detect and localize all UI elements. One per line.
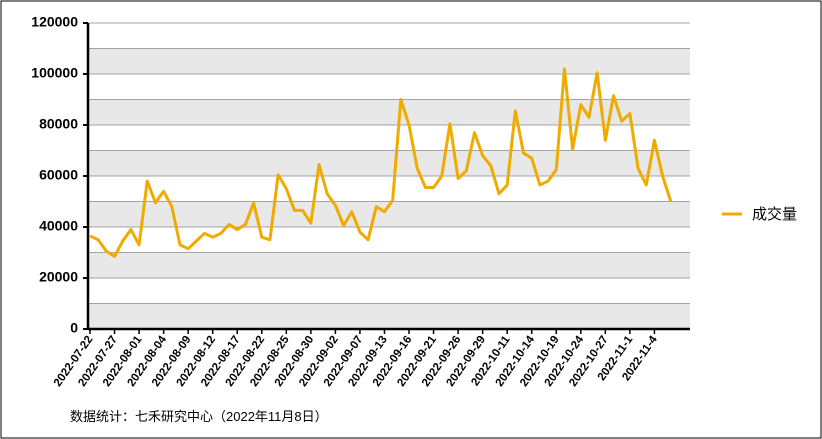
grid-band	[88, 150, 690, 176]
y-tick-label: 20000	[39, 269, 78, 285]
y-tick-label: 40000	[39, 218, 78, 234]
source-note: 数据统计：七禾研究中心（2022年11月8日）	[70, 409, 328, 424]
y-tick-label: 0	[70, 320, 78, 336]
grid-band	[88, 303, 690, 329]
grid-band	[88, 48, 690, 74]
y-tick-label: 80000	[39, 116, 78, 132]
y-tick-label: 100000	[31, 65, 78, 81]
grid-band	[88, 252, 690, 278]
line-series	[89, 67, 673, 258]
y-tick-label: 60000	[39, 167, 78, 183]
legend-label: 成交量	[752, 205, 797, 223]
y-tick-label: 120000	[31, 14, 78, 30]
